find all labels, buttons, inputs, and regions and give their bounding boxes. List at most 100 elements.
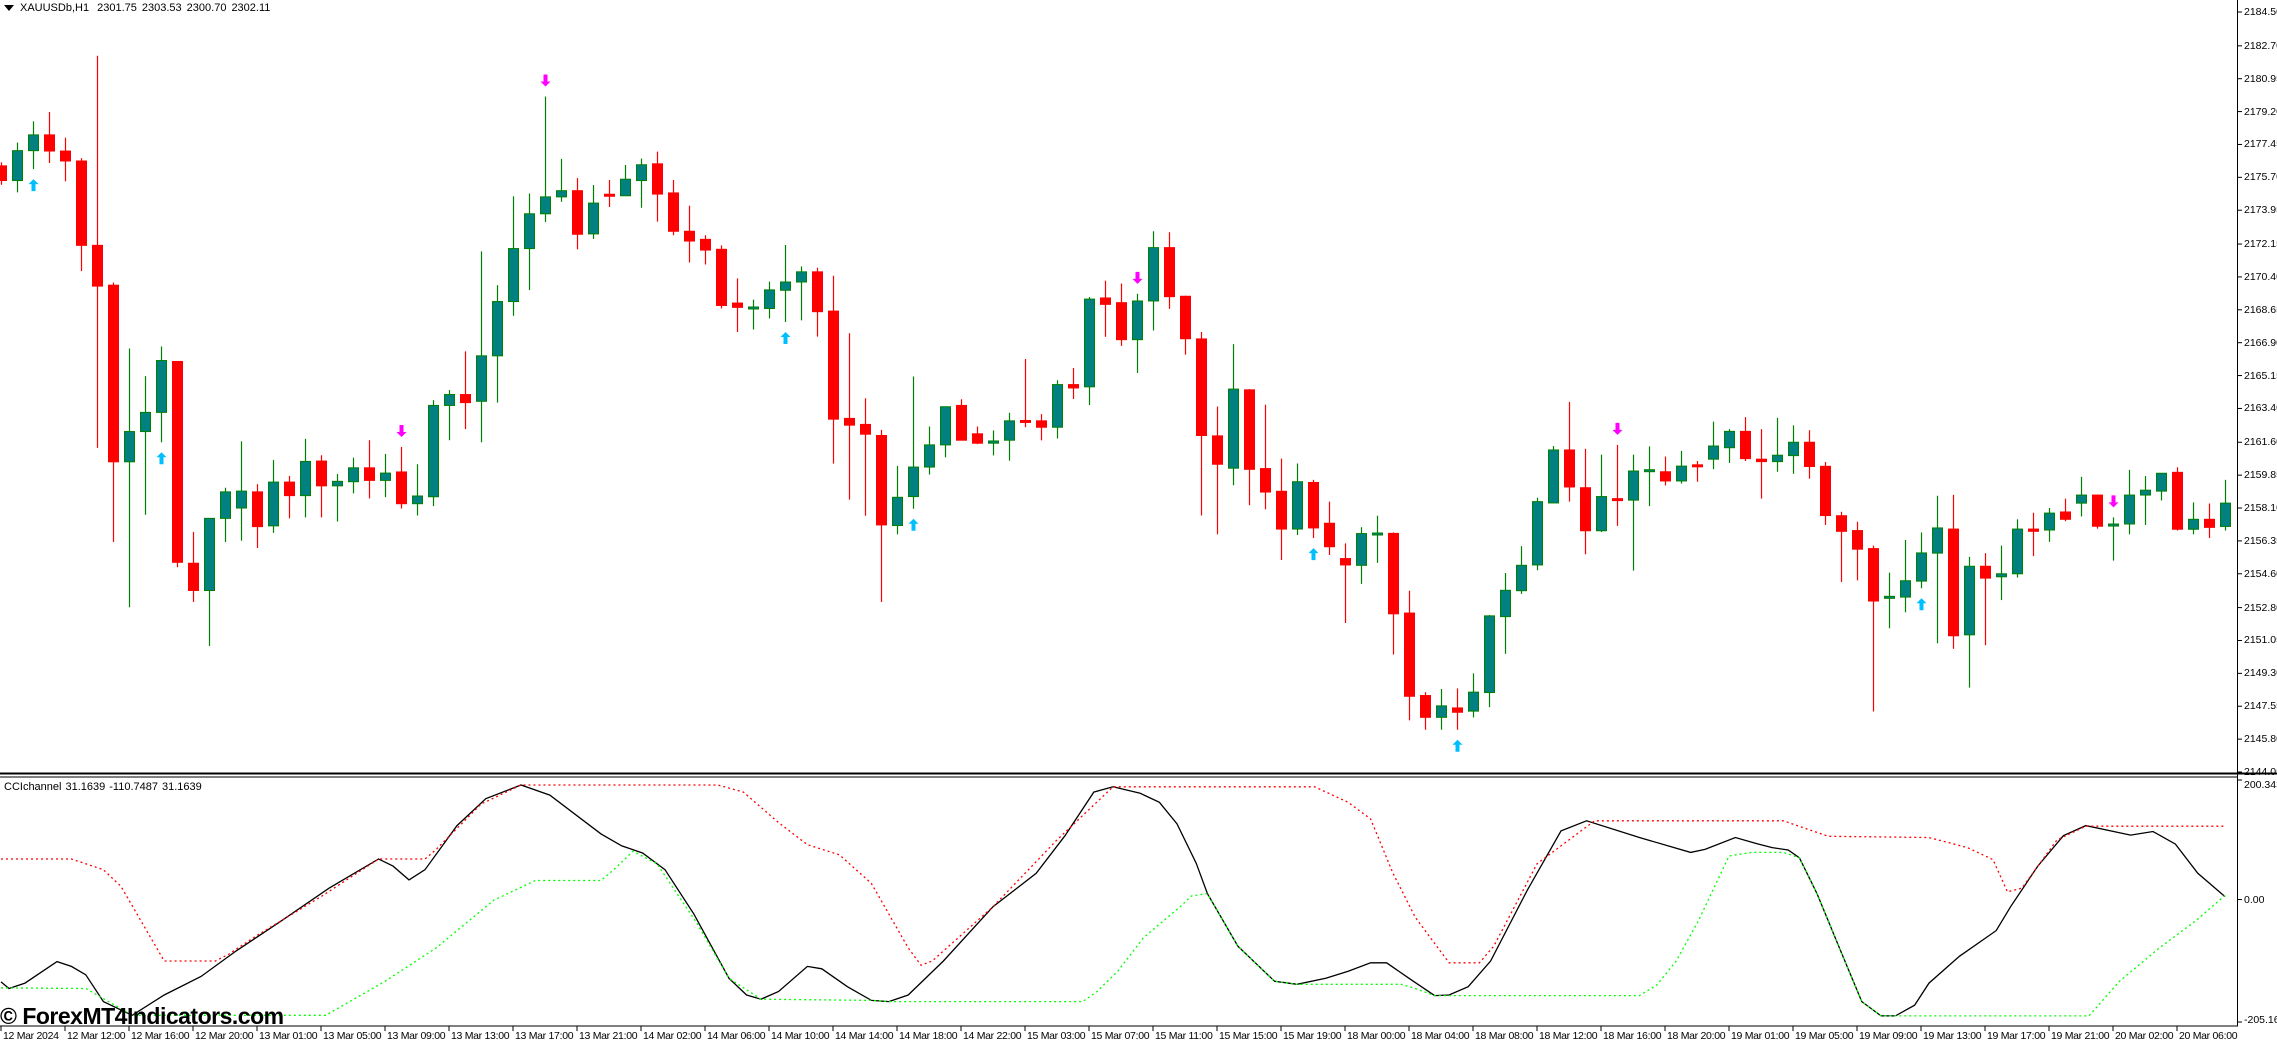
bullish-candle [1132,293,1143,373]
bearish-candle [284,475,295,519]
bullish-candle [2220,479,2231,531]
candle-body [2060,511,2071,520]
axis-ticks [0,11,2242,1031]
candle-body [1612,498,1623,502]
candle-body [1916,552,1927,582]
price-chart-pane[interactable] [0,55,2231,730]
bearish-candle [396,446,407,509]
candle-body [460,394,471,404]
bullish-candle [412,464,423,516]
candle-body [1692,464,1703,468]
candle-body [1868,548,1879,602]
bullish-candle [892,465,903,535]
time-axis-label: 15 Mar 15:00 [1219,1030,1278,1042]
candle-body [1180,295,1191,340]
price-axis-label: 2163.40 [2244,402,2277,415]
price-axis-label: 2173.95 [2244,204,2277,217]
candle-body [1244,389,1255,470]
bullish-candle [2108,517,2119,561]
bearish-candle [1740,417,1751,462]
bearish-candle [956,399,967,441]
bearish-candle [972,426,983,445]
cci-channel-pane[interactable] [0,784,2226,1017]
time-axis-label: 19 Mar 05:00 [1795,1030,1854,1042]
buy-arrow-icon [908,518,919,531]
bullish-candle [220,487,231,543]
time-axis-label: 13 Mar 17:00 [515,1030,574,1042]
bullish-candle [492,285,503,403]
bullish-candle [348,457,359,494]
candle-body [1948,528,1959,637]
candle-body [1276,490,1287,530]
time-axis-label: 13 Mar 21:00 [579,1030,638,1042]
candle-body [1964,565,1975,636]
candle-body [1772,454,1783,463]
bullish-candle [1292,463,1303,536]
candle-body [332,480,343,487]
bearish-candle [1580,448,1591,555]
candle-body [1852,530,1863,550]
price-axis-label: 2165.15 [2244,369,2277,382]
time-axis-label: 18 Mar 12:00 [1539,1030,1598,1042]
time-axis-label: 18 Mar 00:00 [1347,1030,1406,1042]
time-axis-label: 12 Mar 20:00 [195,1030,254,1042]
bullish-candle [1708,421,1719,470]
bearish-candle [188,531,199,602]
bearish-candle [1212,406,1223,535]
bearish-candle [2092,494,2103,529]
candle-body [876,434,887,526]
bullish-candle [300,438,311,518]
price-axis-label: 2182.70 [2244,39,2277,52]
candle-body [1356,533,1367,566]
candle-body [1516,564,1527,592]
bullish-candle [540,96,551,223]
bearish-candle [684,205,695,263]
bullish-candle [524,193,535,291]
candle-body [236,490,247,509]
chart-header[interactable]: XAUUSDb,H1 2301.75 2303.53 2300.70 2302.11 [4,2,275,14]
bullish-candle [1628,454,1639,571]
candle-body [1628,470,1639,501]
candle-body [1260,468,1271,493]
bearish-candle [1692,461,1703,482]
bearish-candle [1820,461,1831,525]
time-axis-label: 19 Mar 13:00 [1923,1030,1982,1042]
candle-body [1740,430,1751,460]
bullish-candle [924,426,935,475]
price-axis-label: 2172.15 [2244,238,2277,251]
bearish-candle [700,235,711,265]
indicator-value-3: 31.1639 [161,781,202,793]
candle-body [1548,449,1559,504]
bearish-candle [1420,692,1431,730]
bearish-candle [1980,553,1991,646]
candle-body [2156,472,2167,492]
price-axis-label: 2149.30 [2244,667,2277,680]
candle-body [1132,300,1143,341]
candle-body [1340,558,1351,566]
candle-body [1388,532,1399,615]
dropdown-triangle-icon[interactable] [4,5,14,12]
bullish-candle [1148,231,1159,331]
buy-arrow-icon [156,452,167,465]
candle-body [860,423,871,435]
bearish-candle [108,282,119,543]
candle-body [124,431,135,463]
price-axis-label: 2180.95 [2244,72,2277,85]
bearish-candle [1852,521,1863,581]
bullish-candle [1052,380,1063,439]
buy-arrow-icon [780,332,791,345]
time-axis-label: 12 Mar 2024 [3,1030,59,1042]
sell-arrow-icon [1132,271,1143,284]
series-upper-line [1,784,2225,966]
bearish-candle [652,151,663,222]
series-lower-line [0,850,2226,1017]
candle-body [684,230,695,242]
price-axis-label: 2159.85 [2244,469,2277,482]
bearish-candle [732,278,743,332]
candle-body [172,360,183,563]
price-axis-label: 2144.05 [2244,766,2277,778]
price-axis-label: 2158.10 [2244,502,2277,515]
bullish-candle [444,390,455,441]
bullish-candle [1596,454,1607,533]
